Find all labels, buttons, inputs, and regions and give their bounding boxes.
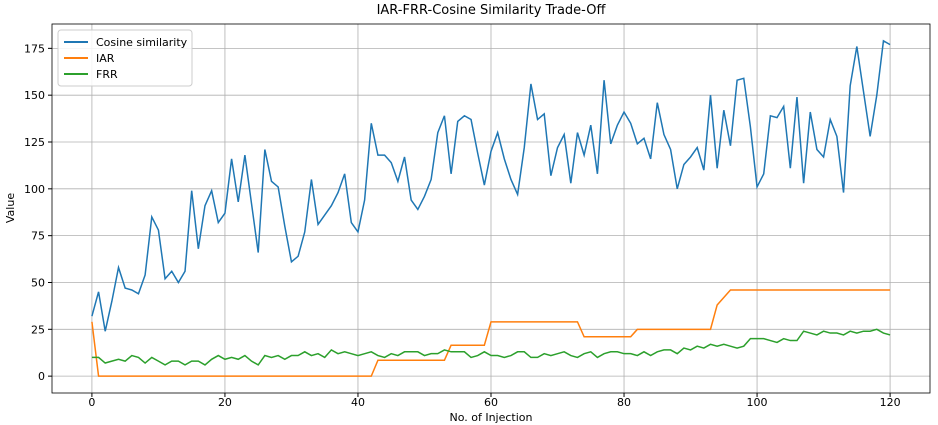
series-line xyxy=(91,328,891,366)
x-tick-label: 20 xyxy=(218,396,232,409)
x-tick-label: 0 xyxy=(88,396,95,409)
y-tick-label: 50 xyxy=(31,276,45,289)
x-tick-label: 40 xyxy=(351,396,365,409)
y-axis-label: Value xyxy=(4,193,17,223)
legend: Cosine similarity IAR FRR xyxy=(57,29,193,87)
plot-frame xyxy=(51,23,931,394)
y-tick-label: 150 xyxy=(24,89,45,102)
legend-label: Cosine similarity xyxy=(96,36,188,49)
x-tick-label: 60 xyxy=(484,396,498,409)
y-tick-label: 25 xyxy=(31,323,45,336)
y-tick-label: 100 xyxy=(24,183,45,196)
y-tick-label: 125 xyxy=(24,136,45,149)
legend-box xyxy=(57,29,193,87)
y-tick-label: 175 xyxy=(24,42,45,55)
series-line xyxy=(91,289,891,377)
x-axis-label: No. of Injection xyxy=(449,411,532,424)
legend-label: IAR xyxy=(96,52,115,65)
x-tick-label: 80 xyxy=(617,396,631,409)
x-tick-label: 120 xyxy=(880,396,901,409)
legend-label: FRR xyxy=(96,68,118,81)
y-tick-label: 0 xyxy=(38,370,45,383)
y-tick-label: 75 xyxy=(31,230,45,243)
series-line xyxy=(91,39,891,332)
x-tick-label: 100 xyxy=(747,396,768,409)
chart-title: IAR-FRR-Cosine Similarity Trade-Off xyxy=(377,3,607,18)
